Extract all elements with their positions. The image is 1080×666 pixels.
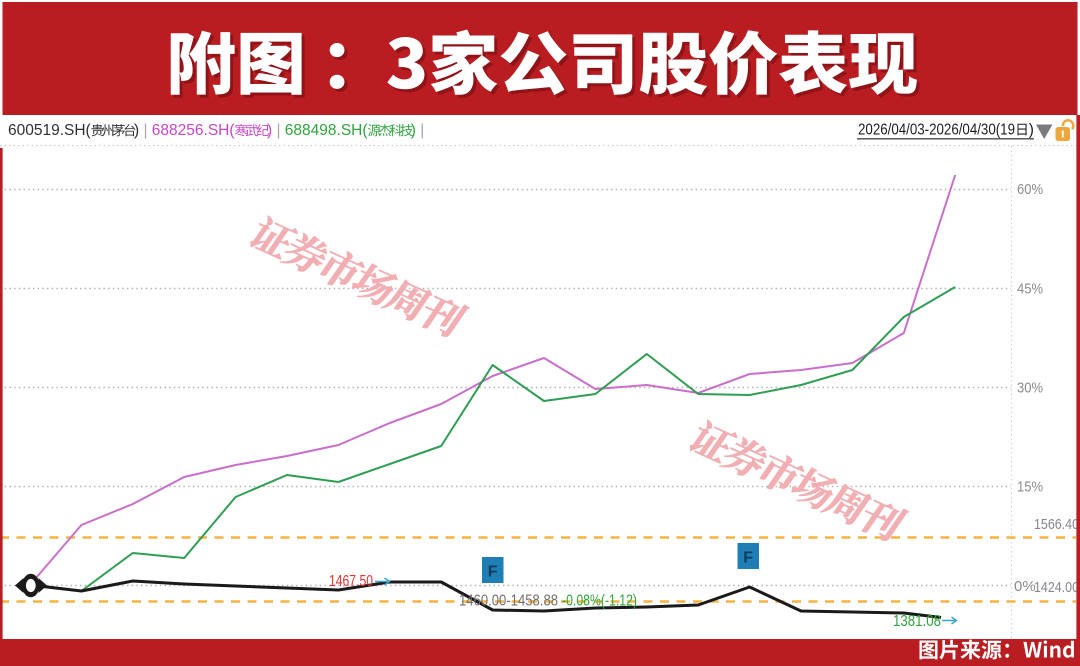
svg-text:0%: 0% <box>1014 578 1036 595</box>
svg-text:1467.50: 1467.50 <box>329 573 373 590</box>
svg-text:F: F <box>488 564 498 581</box>
svg-text:30%: 30% <box>1017 380 1043 397</box>
svg-text:688256.SH(: 688256.SH( <box>152 122 236 139</box>
svg-text:|: | <box>277 122 285 139</box>
svg-text:F: F <box>743 550 753 567</box>
svg-text:|: | <box>420 122 424 139</box>
svg-text:): ) <box>134 122 143 139</box>
svg-text:|: | <box>144 122 152 139</box>
svg-text:1566.40: 1566.40 <box>1034 516 1079 533</box>
svg-text:1460.00-1458.88: 1460.00-1458.88 <box>459 593 558 610</box>
svg-text:1424.00: 1424.00 <box>1034 579 1079 596</box>
svg-text:60%: 60% <box>1017 181 1043 198</box>
svg-text:): ) <box>1029 122 1034 139</box>
svg-text:): ) <box>267 122 276 139</box>
svg-text:45%: 45% <box>1017 281 1043 298</box>
svg-text:-0.08%(-1.12): -0.08%(-1.12) <box>562 593 637 610</box>
svg-text:600519.SH(: 600519.SH( <box>8 122 92 139</box>
svg-text:): ) <box>411 122 420 139</box>
svg-text:15%: 15% <box>1017 479 1043 496</box>
svg-text:2026/04/03-2026/04/30(19: 2026/04/03-2026/04/30(19 <box>858 122 1015 139</box>
svg-text:1381.08: 1381.08 <box>893 613 941 630</box>
svg-text:688498.SH(: 688498.SH( <box>285 122 369 139</box>
